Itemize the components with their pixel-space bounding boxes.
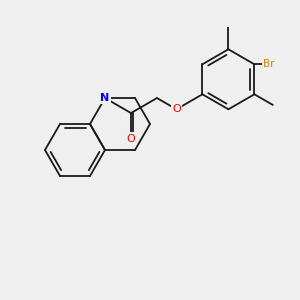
Text: N: N — [100, 93, 109, 103]
Text: O: O — [172, 104, 181, 114]
Text: Br: Br — [263, 59, 275, 69]
Text: O: O — [127, 134, 135, 143]
